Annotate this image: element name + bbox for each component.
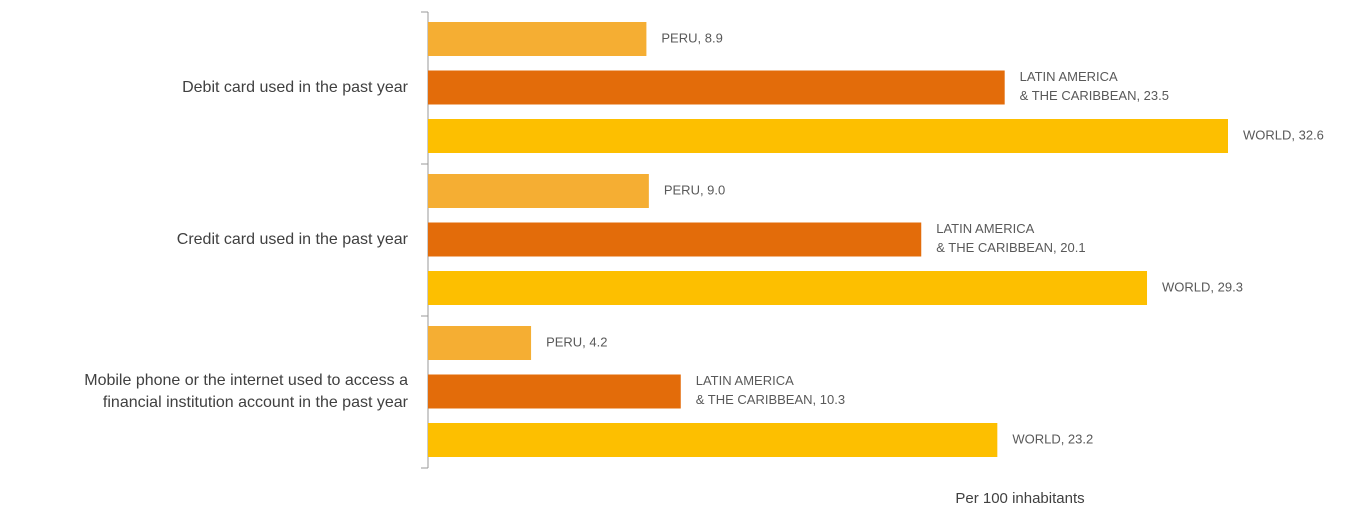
value-label: LATIN AMERICA & THE CARIBBEAN, 10.3 [696,373,845,407]
value-label: WORLD, 29.3 [1162,279,1243,294]
bar [428,119,1228,153]
bar [428,174,649,208]
category-label: Mobile phone or the internet used to acc… [84,372,408,411]
value-label: PERU, 9.0 [664,182,725,197]
value-label: WORLD, 23.2 [1012,431,1093,446]
value-label: LATIN AMERICA & THE CARIBBEAN, 20.1 [936,221,1085,255]
bar [428,271,1148,305]
value-label: PERU, 8.9 [661,30,722,45]
category-label: Credit card used in the past year [177,231,409,248]
bar [428,423,998,457]
category-label: Debit card used in the past year [182,79,409,96]
axis-label: Per 100 inhabitants [955,490,1084,507]
value-label: LATIN AMERICA & THE CARIBBEAN, 23.5 [1020,69,1169,103]
bar [428,374,681,409]
value-label: WORLD, 32.6 [1243,127,1324,142]
bar [428,22,647,56]
value-label: PERU, 4.2 [546,334,607,349]
bar [428,70,1005,105]
bar [428,222,922,257]
bar [428,326,532,360]
